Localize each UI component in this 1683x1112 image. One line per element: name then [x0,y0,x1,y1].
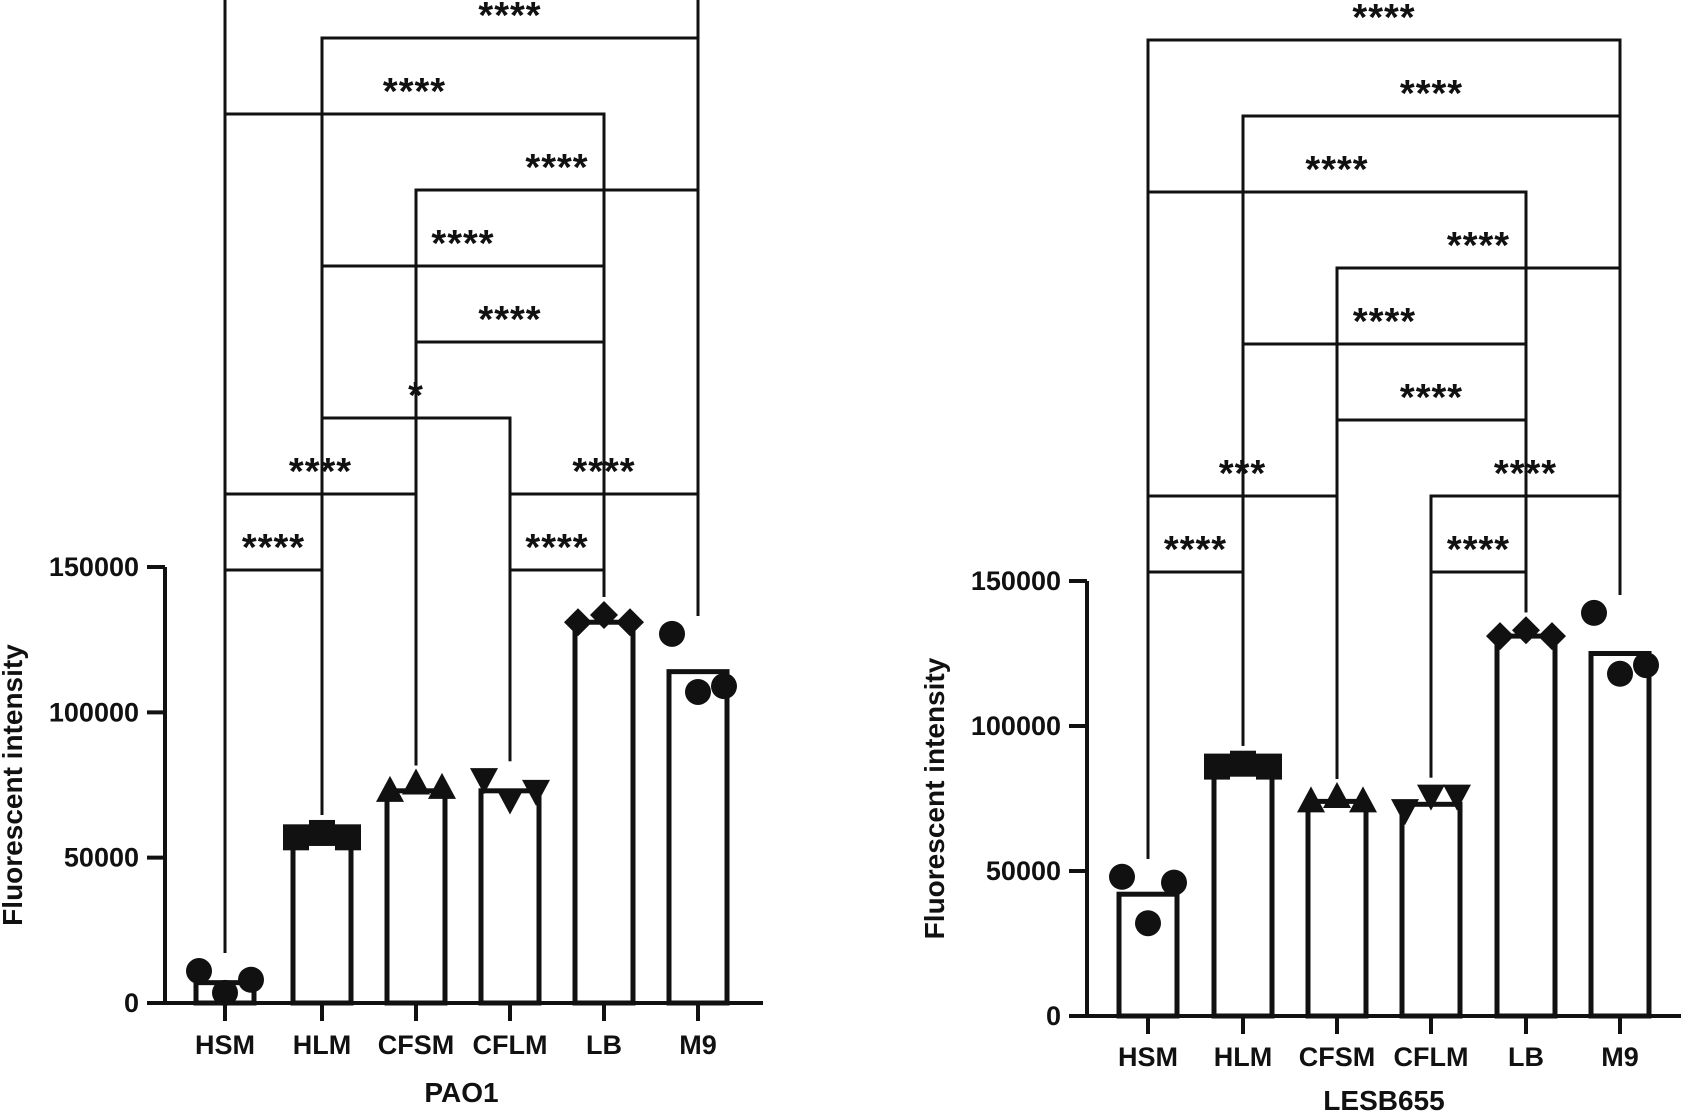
y-tick-label: 0 [124,988,139,1018]
data-point-cflm [522,779,550,806]
category-label: HLM [293,1030,351,1060]
y-tick-label: 0 [1046,1001,1061,1031]
data-point-cfsm [1349,786,1377,813]
data-point-cflm [470,768,498,795]
significance-label: **** [478,0,541,37]
category-label: HSM [195,1030,255,1060]
data-point-cfsm [402,768,430,795]
data-point-lb [616,608,644,637]
data-point-lb [1486,622,1514,651]
data-point-m9 [1581,599,1607,626]
bar-hlm [290,834,354,1006]
category-label: CFSM [1299,1042,1376,1072]
significance-label: **** [242,527,305,569]
data-point-hlm [1256,753,1282,780]
data-point-hlm [283,824,309,851]
category-label: M9 [1601,1042,1639,1072]
significance-label: **** [383,71,446,113]
significance-label: **** [1352,0,1415,39]
data-point-cflm [496,788,524,815]
category-label: M9 [679,1030,717,1060]
data-point-hlm [309,819,335,846]
chart-lesb655: 0 50000 100000 150000 HSM HLM CFSM CFLM LB M9 LESB… [919,0,1681,1112]
significance-label: **** [1447,225,1510,267]
chart-pao1: 0 50000 100000 150000 HSM HLM CFSM CFLM LB M9 PAO1… [0,0,763,1108]
significance-label: **** [1447,529,1510,571]
data-point-hlm [1204,753,1230,780]
data-point-hsm [1135,910,1161,937]
bar-m9 [1588,651,1652,1019]
bar-lb [572,619,636,1006]
data-point-hsm [1161,869,1187,896]
significance-label: **** [1164,529,1227,571]
bar-m9 [666,669,730,1006]
y-tick-label: 150000 [49,552,139,582]
category-label: HLM [1214,1042,1272,1072]
data-point-cfsm [1323,782,1351,809]
data-point-m9 [685,678,711,705]
y-tick-label: 50000 [986,856,1061,886]
category-label: CFSM [378,1030,455,1060]
significance-label: **** [1353,301,1416,343]
significance-bracket: **** [320,223,606,815]
category-label: LB [586,1030,622,1060]
data-point-m9 [1633,652,1659,679]
bar-hsm [1116,891,1180,1019]
data-point-cflm [1391,799,1419,826]
data-point-cfsm [1297,786,1325,813]
data-point-m9 [711,673,737,700]
category-label: CFLM [473,1030,548,1060]
bar-cfsm [384,788,448,1006]
x-axis-title: LESB655 [1323,1085,1444,1112]
data-point-lb [590,600,618,629]
y-tick-label: 100000 [49,697,139,727]
bar-cflm [478,788,542,1006]
data-point-hsm [212,979,238,1006]
significance-label: **** [1305,149,1368,191]
significance-bracket: **** [1241,301,1528,746]
bar-cfsm [1305,798,1369,1019]
data-point-cfsm [428,772,456,799]
significance-label: **** [289,451,352,493]
significance-bracket: **** [1146,0,1622,859]
significance-label: **** [525,527,588,569]
y-tick-label: 50000 [64,843,139,873]
significance-label: **** [525,147,588,189]
significance-label: **** [478,299,541,341]
y-tick-label: 100000 [971,711,1061,741]
significance-label: **** [1400,73,1463,115]
category-label: LB [1508,1042,1544,1072]
y-axis-title: Fluorescent intensity [0,644,28,926]
data-point-cfsm [376,775,404,802]
category-label: HSM [1118,1042,1178,1072]
data-point-cflm [1417,784,1445,811]
y-tick-label: 150000 [971,566,1061,596]
bar-lb [1494,633,1558,1019]
data-point-hsm [186,958,212,985]
significance-label: **** [1400,377,1463,419]
data-point-hsm [238,966,264,993]
x-axis-title: PAO1 [424,1077,498,1108]
data-point-hsm [1109,863,1135,890]
data-point-m9 [1607,660,1633,687]
data-point-m9 [659,620,685,647]
y-axis-title: Fluorescent intensity [919,657,950,939]
significance-label: **** [431,223,494,265]
data-point-hlm [1230,750,1256,777]
data-point-lb [1512,616,1540,645]
significance-bracket: **** [223,0,700,954]
category-label: CFLM [1394,1042,1469,1072]
data-point-lb [564,608,592,637]
bar-hlm [1211,761,1275,1019]
data-point-cflm [1443,784,1471,811]
data-point-hlm [335,824,361,851]
bar-cflm [1399,801,1463,1019]
data-point-lb [1538,622,1566,651]
